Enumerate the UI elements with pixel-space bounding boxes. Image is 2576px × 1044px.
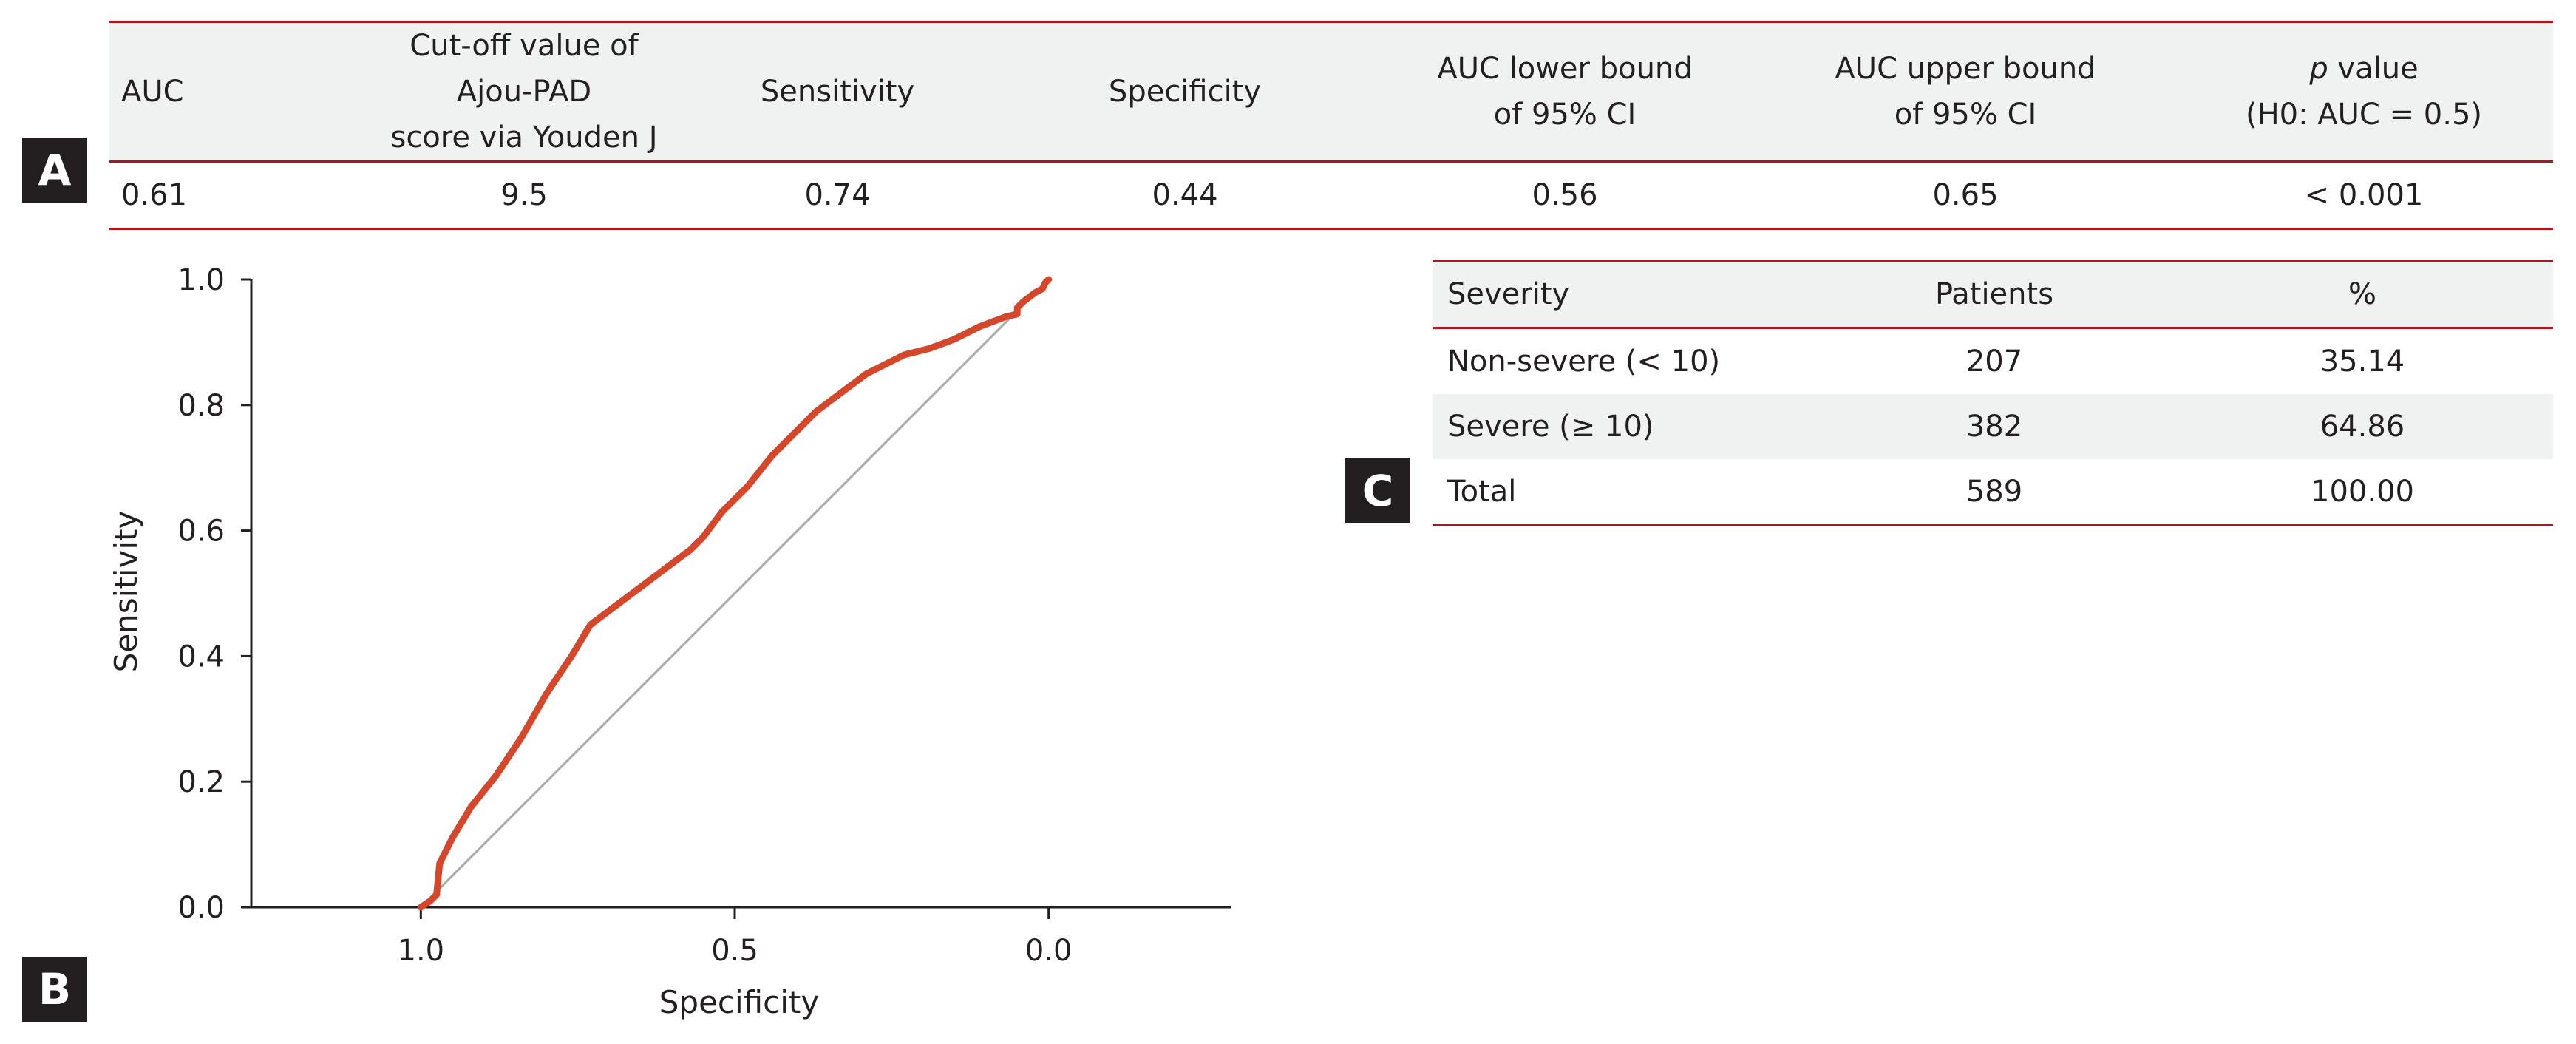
table-a-header-lower: AUC lower bound of 95% CI — [1373, 21, 1756, 163]
reference-line — [420, 278, 1050, 909]
table-c-cell: 35.14 — [2320, 345, 2405, 379]
x-tick-label: 1.0 — [398, 934, 445, 968]
table-c-header-percent: % — [2172, 260, 2553, 329]
table-c-cell: 589 — [1817, 459, 2172, 526]
table-a-header-specificity: Specificity — [996, 21, 1373, 163]
table-a-cell: 9.5 — [370, 161, 679, 230]
table-a-header-cutoff: Cut-off value of Ajou-PAD score via Youde… — [370, 21, 679, 163]
table-a-cell: 0.61 — [109, 161, 370, 230]
panel-b-label: B — [22, 957, 87, 1022]
table-c-cell: 382 — [1817, 394, 2172, 459]
y-tick-label: 0.6 — [177, 515, 225, 549]
table-c-header-severity: Severity — [1433, 260, 1817, 329]
results-table-a: AUC Cut-off value of Ajou-PAD score via Y… — [109, 21, 2553, 230]
table-a-header-auc: AUC — [109, 21, 370, 163]
y-axis-label: Sensitivity — [108, 511, 144, 673]
table-c-cell: Severe (≥ 10) — [1433, 394, 1817, 459]
y-tick-label: 0.4 — [177, 640, 225, 674]
roc-series-group — [417, 276, 1053, 911]
table-c-cell: 64.86 — [2172, 394, 2553, 459]
x-tick-label: 0.5 — [711, 934, 758, 968]
table-a-header-row: AUC Cut-off value of Ajou-PAD score via Y… — [109, 21, 2553, 163]
y-tick-label: 1.0 — [177, 263, 225, 297]
panel-a-label: A — [22, 138, 87, 203]
table-c-row: Severe (≥ 10) 382 64.86 — [1433, 394, 2553, 459]
x-tick-label: 0.0 — [1025, 934, 1073, 968]
table-a-header-upper: AUC upper bound of 95% CI — [1756, 21, 2175, 163]
y-tick-label: 0.2 — [177, 765, 225, 799]
table-c-cell: 207 — [1965, 345, 2023, 379]
table-a-header-sensitivity: Sensitivity — [679, 21, 996, 163]
table-a-cell: 0.56 — [1373, 161, 1756, 230]
table-c-row: Non-severe (< 10) 207 35.14 — [1433, 328, 2553, 395]
panel-c-label: C — [1345, 458, 1410, 523]
reference-line-group — [420, 278, 1050, 909]
roc-chart: 0.00.20.40.60.81.01.0 0.5 0.0 Specificity … — [108, 263, 1231, 1020]
table-a-row: 0.61 9.5 0.74 0.44 0.56 0.65 < 0.001 — [109, 161, 2553, 230]
table-c-cell: Non-severe (< 10) — [1447, 345, 1721, 379]
severity-table-c: Severity Patients % Non-severe (< 10) 20… — [1433, 260, 2553, 526]
table-c-header-row: Severity Patients % — [1433, 260, 2553, 329]
table-c-row: Total 589 100.00 — [1433, 459, 2553, 526]
x-axis-label: Specificity — [659, 984, 819, 1020]
table-a-cell: 0.65 — [1756, 161, 2175, 230]
chart-axes: 0.0 0.2 0.4 0.6 0.8 1.0 1.0 0.5 0.0 — [177, 263, 1231, 968]
roc-curve — [417, 276, 1053, 911]
table-a-cell: < 0.001 — [2175, 161, 2553, 230]
table-a-cell: 0.44 — [996, 161, 1373, 230]
y-tick-label: 0.8 — [177, 389, 225, 423]
table-c-cell: 100.00 — [2172, 459, 2553, 526]
y-tick-label: 0.0 — [177, 891, 225, 925]
table-a-cell: 0.74 — [679, 161, 996, 230]
table-c-header-patients: Patients — [1817, 260, 2172, 329]
table-c-cell: Total — [1433, 459, 1817, 526]
table-a-header-pvalue: p value (H0: AUC = 0.5) — [2175, 21, 2553, 163]
